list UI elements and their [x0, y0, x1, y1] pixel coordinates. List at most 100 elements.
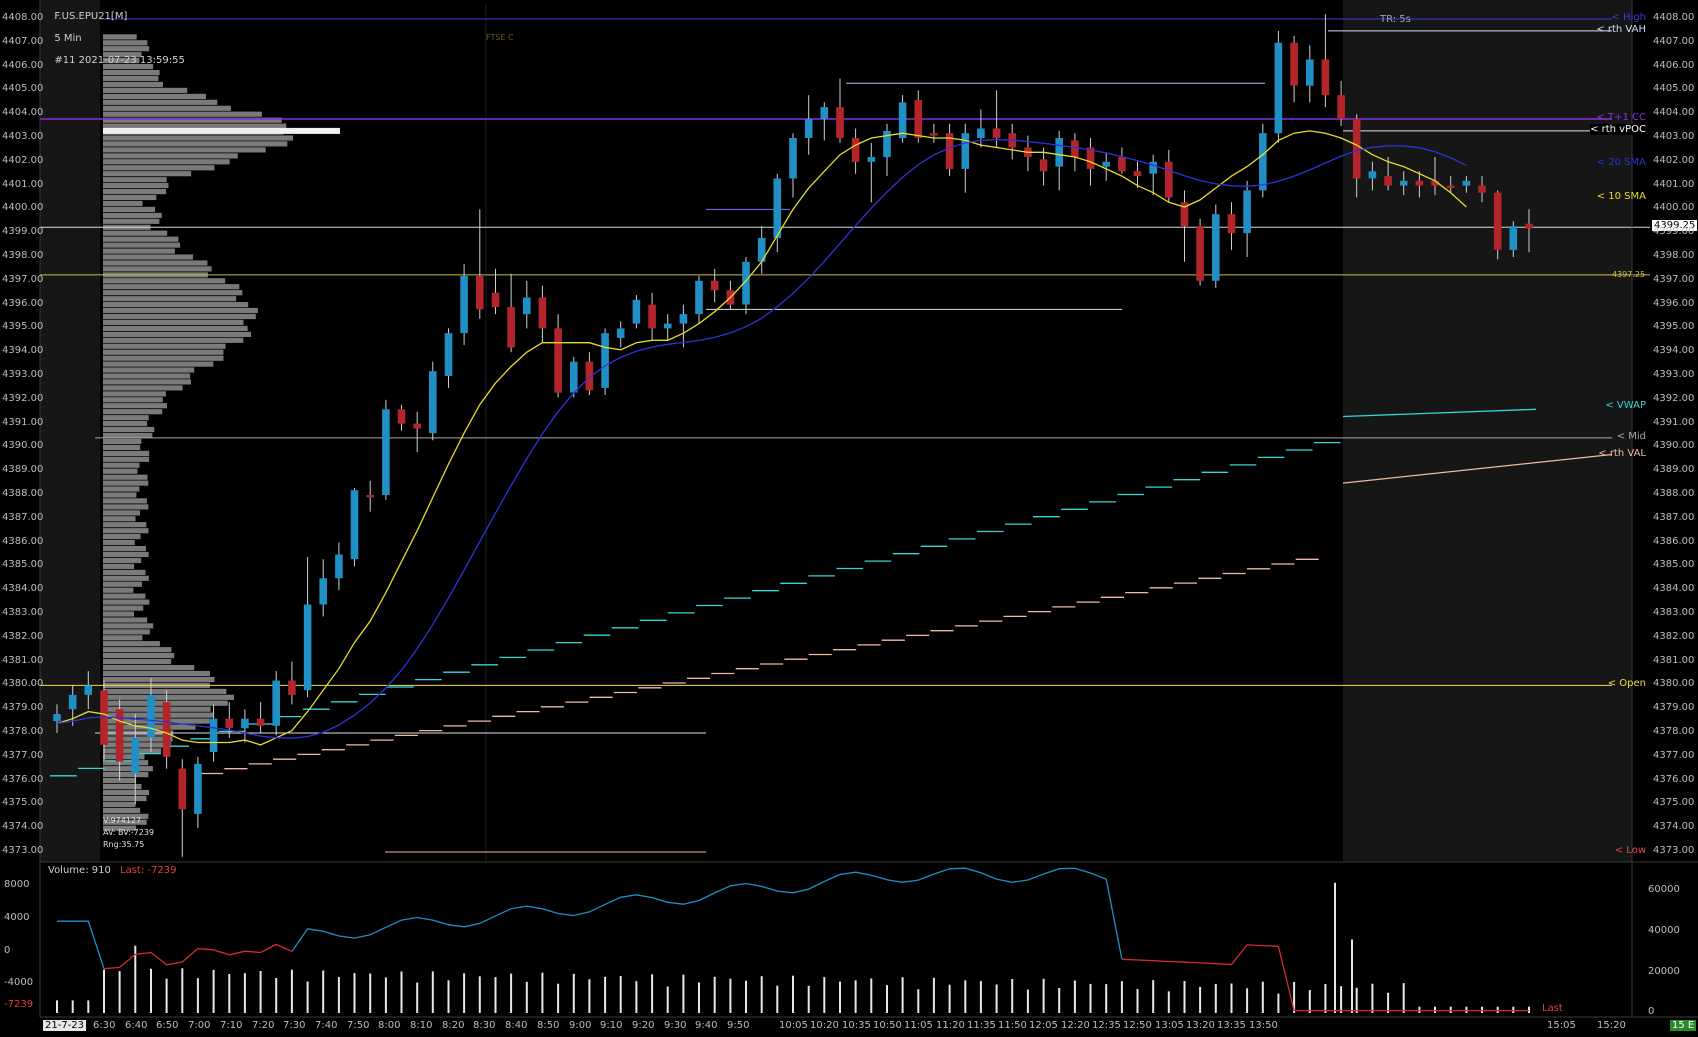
profile-bar [103, 569, 146, 575]
time-tick: 15:20 [1597, 1020, 1626, 1031]
candle-body [272, 680, 280, 726]
price-tick: 4379.00 [2, 702, 44, 713]
candle-body [1149, 161, 1157, 174]
candle-body [303, 604, 312, 691]
candle-body [241, 718, 249, 729]
profile-bar [103, 159, 230, 165]
profile-bar [103, 165, 215, 171]
profile-bar [103, 34, 137, 40]
profile-bar [103, 587, 134, 593]
price-tick-right: 4394.00 [1653, 345, 1695, 356]
volume-label: Volume: 910 [48, 865, 111, 876]
price-tick-right: 4404.00 [1653, 107, 1695, 118]
vwap-extension [1342, 408, 1537, 418]
candle-body [523, 297, 531, 315]
profile-bar [103, 313, 256, 320]
timeframe-label: 5 Min [54, 33, 82, 44]
profile-bar [103, 379, 191, 385]
profile-bar [103, 194, 157, 201]
profile-bar [103, 87, 188, 93]
candle-body [507, 307, 515, 348]
candle-body [648, 304, 656, 329]
candle-body [366, 495, 374, 498]
candle-body [1337, 95, 1345, 119]
time-tick: 10:05 [779, 1020, 808, 1031]
profile-bar [103, 605, 144, 611]
profile-bar [103, 504, 149, 510]
candle-body [1102, 161, 1110, 167]
last-tag: Last [1542, 1003, 1563, 1014]
profile-bar [103, 319, 244, 325]
profile-bar [103, 659, 172, 665]
price-tick: 4403.00 [2, 131, 44, 142]
price-tick: 4402.00 [2, 155, 44, 166]
price-tick: 4391.00 [2, 417, 44, 428]
profile-bar [103, 361, 214, 367]
price-tick-right: 4386.00 [1653, 536, 1695, 547]
profile-bar [103, 355, 224, 361]
price-tick: 4408.00 [2, 12, 44, 23]
profile-poc-bar [103, 127, 340, 134]
candle-body [1321, 59, 1330, 96]
price-tick-right: 4407.00 [1653, 36, 1695, 47]
level-label: < T+1 CC [1596, 112, 1646, 123]
candles[interactable] [53, 14, 1533, 857]
volume-left-tick: 4000 [4, 912, 30, 923]
level-label: < VWAP [1605, 400, 1646, 411]
profile-bar [103, 617, 148, 623]
price-tick-right: 4387.00 [1653, 512, 1695, 523]
time-tick: 13:50 [1249, 1020, 1278, 1031]
profile-bar [103, 641, 160, 647]
candle-body [1399, 180, 1408, 186]
time-tick: 10:20 [810, 1020, 839, 1031]
profile-bar [103, 581, 142, 587]
profile-bar [103, 325, 248, 331]
profile-bar [103, 123, 287, 129]
candle-body [538, 297, 547, 329]
profile-bar [103, 665, 195, 671]
profile-bar [103, 337, 244, 343]
price-tick-right: 4393.00 [1653, 369, 1695, 380]
profile-bar [103, 516, 136, 522]
profile-bar [103, 52, 142, 58]
candle-body [1243, 190, 1251, 234]
profile-bar [103, 307, 258, 314]
profile-bar [103, 248, 175, 254]
profile-bar [103, 278, 226, 284]
profile-bar [103, 415, 149, 421]
volume-left-tick: 8000 [4, 879, 30, 890]
profile-bar [103, 171, 192, 177]
time-tick: 11:05 [904, 1020, 933, 1031]
profile-bar [103, 230, 168, 236]
profile-bar [103, 623, 154, 629]
price-tick-right: 4406.00 [1653, 60, 1695, 71]
profile-bar [103, 450, 150, 456]
candle-body [1493, 192, 1502, 250]
time-tick: 8:20 [442, 1020, 465, 1031]
candle-body [1133, 171, 1142, 177]
candle-body [1415, 180, 1424, 186]
profile-bar [103, 712, 213, 718]
candle-body [820, 107, 829, 119]
price-tick: 4374.00 [2, 821, 44, 832]
candle-body [710, 280, 719, 291]
price-tick: 4378.00 [2, 726, 44, 737]
price-tick: 4380.00 [2, 678, 44, 689]
time-tick: 9:20 [632, 1020, 655, 1031]
profile-bar [103, 486, 140, 492]
profile-bar [103, 81, 163, 88]
volume-right-tick: 60000 [1648, 884, 1680, 895]
profile-bar [103, 456, 150, 462]
candle-body [256, 718, 265, 726]
profile-bar [103, 635, 143, 641]
time-tick: 7:30 [283, 1020, 306, 1031]
candle-body [131, 737, 140, 774]
vwap-val-steps [50, 408, 1613, 777]
candle-body [679, 314, 688, 324]
delta-line-negative [103, 943, 293, 970]
price-tick-right: 4400.00 [1653, 202, 1695, 213]
candle-body [1212, 214, 1220, 281]
price-tick: 4398.00 [2, 250, 44, 261]
profile-bar [103, 242, 181, 248]
